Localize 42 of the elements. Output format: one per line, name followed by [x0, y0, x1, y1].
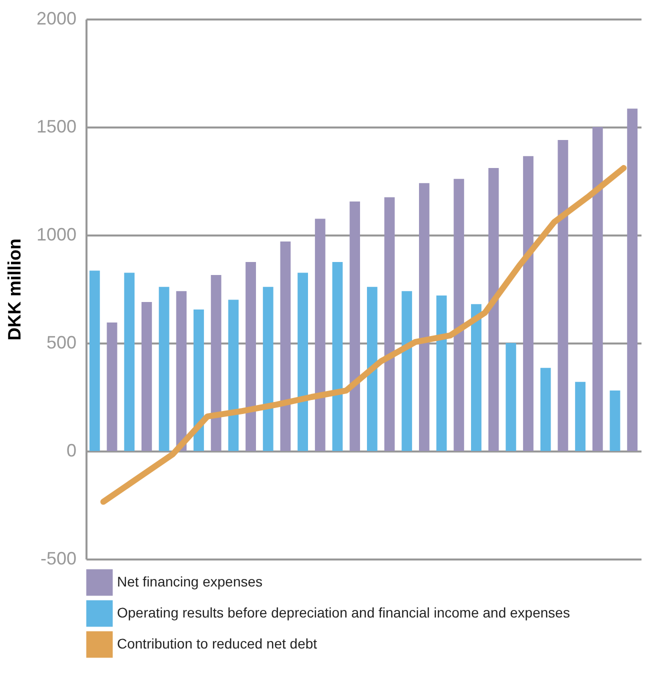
legend-label: Contribution to reduced net debt: [117, 636, 318, 652]
bar: [158, 286, 170, 451]
bar: [436, 295, 447, 451]
bar: [210, 274, 222, 451]
bar: [384, 197, 395, 451]
bar: [332, 262, 343, 451]
bar: [280, 241, 291, 451]
y-tick-label: 1000: [36, 224, 76, 244]
bar: [610, 390, 620, 451]
legend-label: Net financing expenses: [117, 574, 263, 590]
y-tick-label: 0: [66, 440, 76, 460]
bar: [506, 343, 516, 451]
legend-label: Operating results before depreciation and financial income and expenses: [117, 604, 570, 620]
y-tick-label: 2000: [36, 8, 76, 28]
bar: [592, 127, 603, 451]
bar: [194, 310, 204, 451]
bar: [350, 202, 360, 451]
bar: [471, 304, 482, 451]
bar: [298, 272, 308, 451]
bar: [558, 140, 568, 451]
y-tick-label: -500: [40, 548, 76, 568]
bar: [176, 291, 187, 451]
bar: [106, 322, 118, 451]
bar: [142, 302, 152, 451]
bar: [575, 382, 586, 451]
bar: [262, 286, 274, 451]
bar: [419, 183, 430, 451]
bar: [523, 156, 534, 451]
bar: [540, 368, 551, 451]
bar: [314, 218, 326, 451]
bar: [402, 291, 412, 451]
bar: [124, 272, 135, 451]
bar: [246, 262, 256, 451]
bar: [454, 178, 464, 451]
bar: [366, 286, 378, 451]
y-axis-title: DKK million: [4, 238, 24, 340]
bar: [228, 300, 239, 451]
y-tick-label: 500: [46, 332, 76, 352]
bar: [89, 270, 100, 451]
y-tick-label: 1500: [36, 116, 76, 136]
bar: [627, 108, 638, 451]
bar: [488, 168, 499, 451]
